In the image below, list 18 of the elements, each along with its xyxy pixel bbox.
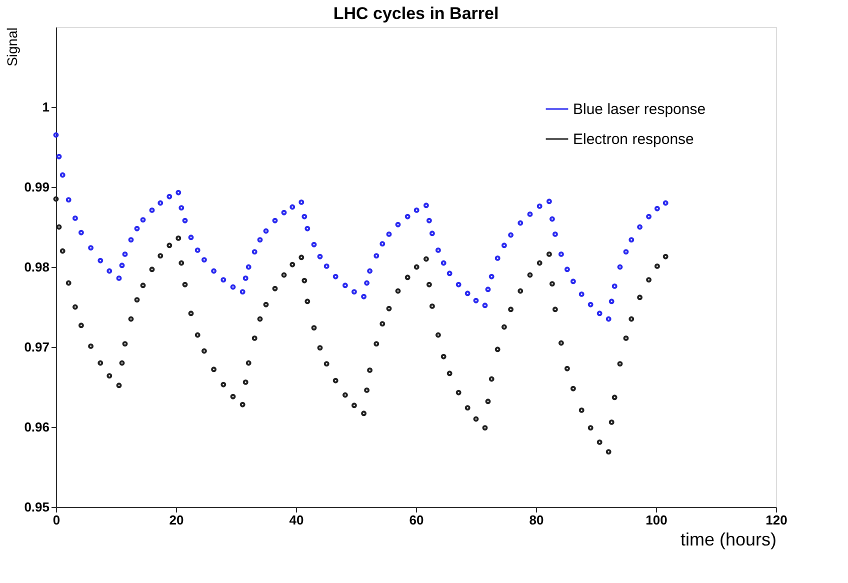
x-tick-label: 60 xyxy=(409,512,424,528)
y-tick-label: 0.97 xyxy=(24,340,50,354)
y-tick-label: 0.99 xyxy=(24,180,50,194)
y-tick-label: 1 xyxy=(42,100,50,114)
x-axis-title: time (hours) xyxy=(680,530,776,550)
y-tick-label: 0.96 xyxy=(24,420,50,434)
y-tick-label: 0.95 xyxy=(24,500,50,514)
x-tick-label: 20 xyxy=(169,512,184,528)
chart-title: LHC cycles in Barrel xyxy=(333,4,499,23)
y-axis-title: Signal xyxy=(4,28,20,66)
x-tick-label: 40 xyxy=(289,512,304,528)
legend-label: Electron response xyxy=(573,131,694,148)
x-tick-label: 80 xyxy=(529,512,544,528)
x-tick-label: 100 xyxy=(646,512,668,528)
x-tick-label: 120 xyxy=(766,512,788,528)
legend-label: Blue laser response xyxy=(573,101,706,118)
x-tick-label: 0 xyxy=(52,512,60,528)
y-tick-label: 0.98 xyxy=(24,260,50,274)
